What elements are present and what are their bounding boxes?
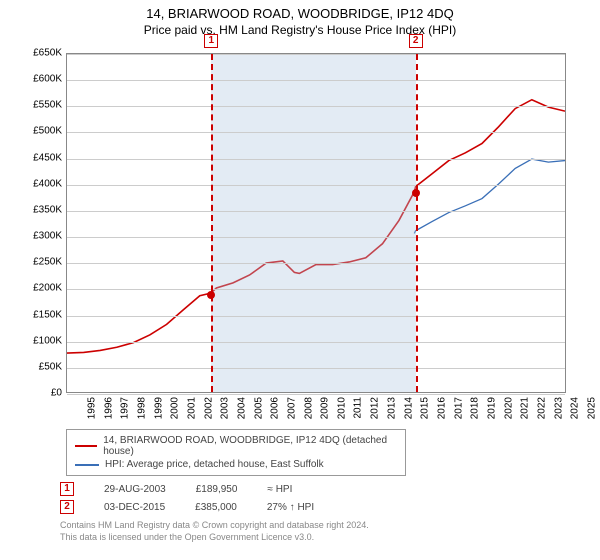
- x-tick-label: 2024: [570, 397, 581, 419]
- event-price: £189,950: [196, 484, 238, 495]
- x-tick-label: 2004: [236, 397, 247, 419]
- y-tick-label: £450K: [20, 152, 62, 163]
- x-tick-label: 2014: [403, 397, 414, 419]
- event-marker: 2: [409, 34, 423, 48]
- x-tick-label: 2010: [336, 397, 347, 419]
- legend-swatch: [75, 464, 99, 466]
- x-tick-label: 2002: [203, 397, 214, 419]
- x-tick-label: 1999: [153, 397, 164, 419]
- event-row: 2 03-DEC-2015 £385,000 27% ↑ HPI: [60, 498, 580, 516]
- events-table: 1 29-AUG-2003 £189,950 ≈ HPI 2 03-DEC-20…: [60, 480, 580, 516]
- y-tick-label: £200K: [20, 283, 62, 294]
- x-tick-label: 2025: [586, 397, 597, 419]
- x-tick-label: 2016: [436, 397, 447, 419]
- footnote: Contains HM Land Registry data © Crown c…: [60, 520, 580, 543]
- legend-item: 14, BRIARWOOD ROAD, WOODBRIDGE, IP12 4DQ…: [75, 434, 397, 458]
- x-tick-label: 2012: [370, 397, 381, 419]
- event-badge: 1: [60, 482, 74, 496]
- y-tick-label: £600K: [20, 74, 62, 85]
- x-tick-label: 2008: [303, 397, 314, 419]
- x-tick-label: 1996: [103, 397, 114, 419]
- y-tick-label: £550K: [20, 100, 62, 111]
- x-tick-label: 2021: [520, 397, 531, 419]
- legend-item: HPI: Average price, detached house, East…: [75, 458, 397, 471]
- event-price: £385,000: [195, 502, 237, 513]
- x-tick-label: 2009: [320, 397, 331, 419]
- event-row: 1 29-AUG-2003 £189,950 ≈ HPI: [60, 480, 580, 498]
- x-tick-label: 2003: [220, 397, 231, 419]
- x-tick-label: 2001: [186, 397, 197, 419]
- event-date: 03-DEC-2015: [104, 502, 165, 513]
- legend-label: 14, BRIARWOOD ROAD, WOODBRIDGE, IP12 4DQ…: [103, 435, 397, 457]
- x-tick-label: 2018: [470, 397, 481, 419]
- plot-area: 12: [66, 53, 566, 393]
- x-tick-label: 2011: [352, 397, 363, 419]
- event-delta: 27% ↑ HPI: [267, 502, 314, 513]
- x-tick-label: 2006: [270, 397, 281, 419]
- x-tick-label: 2013: [386, 397, 397, 419]
- x-tick-label: 2015: [420, 397, 431, 419]
- footnote-line: Contains HM Land Registry data © Crown c…: [60, 520, 580, 532]
- x-tick-label: 2000: [170, 397, 181, 419]
- legend: 14, BRIARWOOD ROAD, WOODBRIDGE, IP12 4DQ…: [66, 429, 406, 476]
- chart-title: 14, BRIARWOOD ROAD, WOODBRIDGE, IP12 4DQ: [0, 0, 600, 21]
- event-marker: 1: [204, 34, 218, 48]
- y-tick-label: £50K: [20, 361, 62, 372]
- legend-swatch: [75, 445, 97, 447]
- event-date: 29-AUG-2003: [104, 484, 166, 495]
- x-tick-label: 1998: [136, 397, 147, 419]
- y-tick-label: £250K: [20, 257, 62, 268]
- x-tick-label: 2005: [253, 397, 264, 419]
- x-tick-label: 2007: [286, 397, 297, 419]
- x-tick-label: 2020: [503, 397, 514, 419]
- footnote-line: This data is licensed under the Open Gov…: [60, 532, 580, 544]
- event-delta: ≈ HPI: [267, 484, 292, 495]
- chart-area: 12 £0 £50K £100K £150K £200K £250K £300K £350K £…: [20, 43, 580, 423]
- y-tick-label: £100K: [20, 335, 62, 346]
- legend-label: HPI: Average price, detached house, East…: [105, 459, 324, 470]
- x-tick-label: 2022: [536, 397, 547, 419]
- y-tick-label: £300K: [20, 231, 62, 242]
- x-tick-label: 2023: [553, 397, 564, 419]
- x-tick-label: 2017: [453, 397, 464, 419]
- y-tick-label: £650K: [20, 48, 62, 59]
- x-tick-label: 2019: [486, 397, 497, 419]
- chart-subtitle: Price paid vs. HM Land Registry's House …: [0, 21, 600, 43]
- x-tick-label: 1997: [120, 397, 131, 419]
- event-badge: 2: [60, 500, 74, 514]
- x-tick-label: 1995: [86, 397, 97, 419]
- y-tick-label: £500K: [20, 126, 62, 137]
- y-tick-label: £0: [20, 388, 62, 399]
- y-tick-label: £150K: [20, 309, 62, 320]
- y-tick-label: £400K: [20, 178, 62, 189]
- y-tick-label: £350K: [20, 204, 62, 215]
